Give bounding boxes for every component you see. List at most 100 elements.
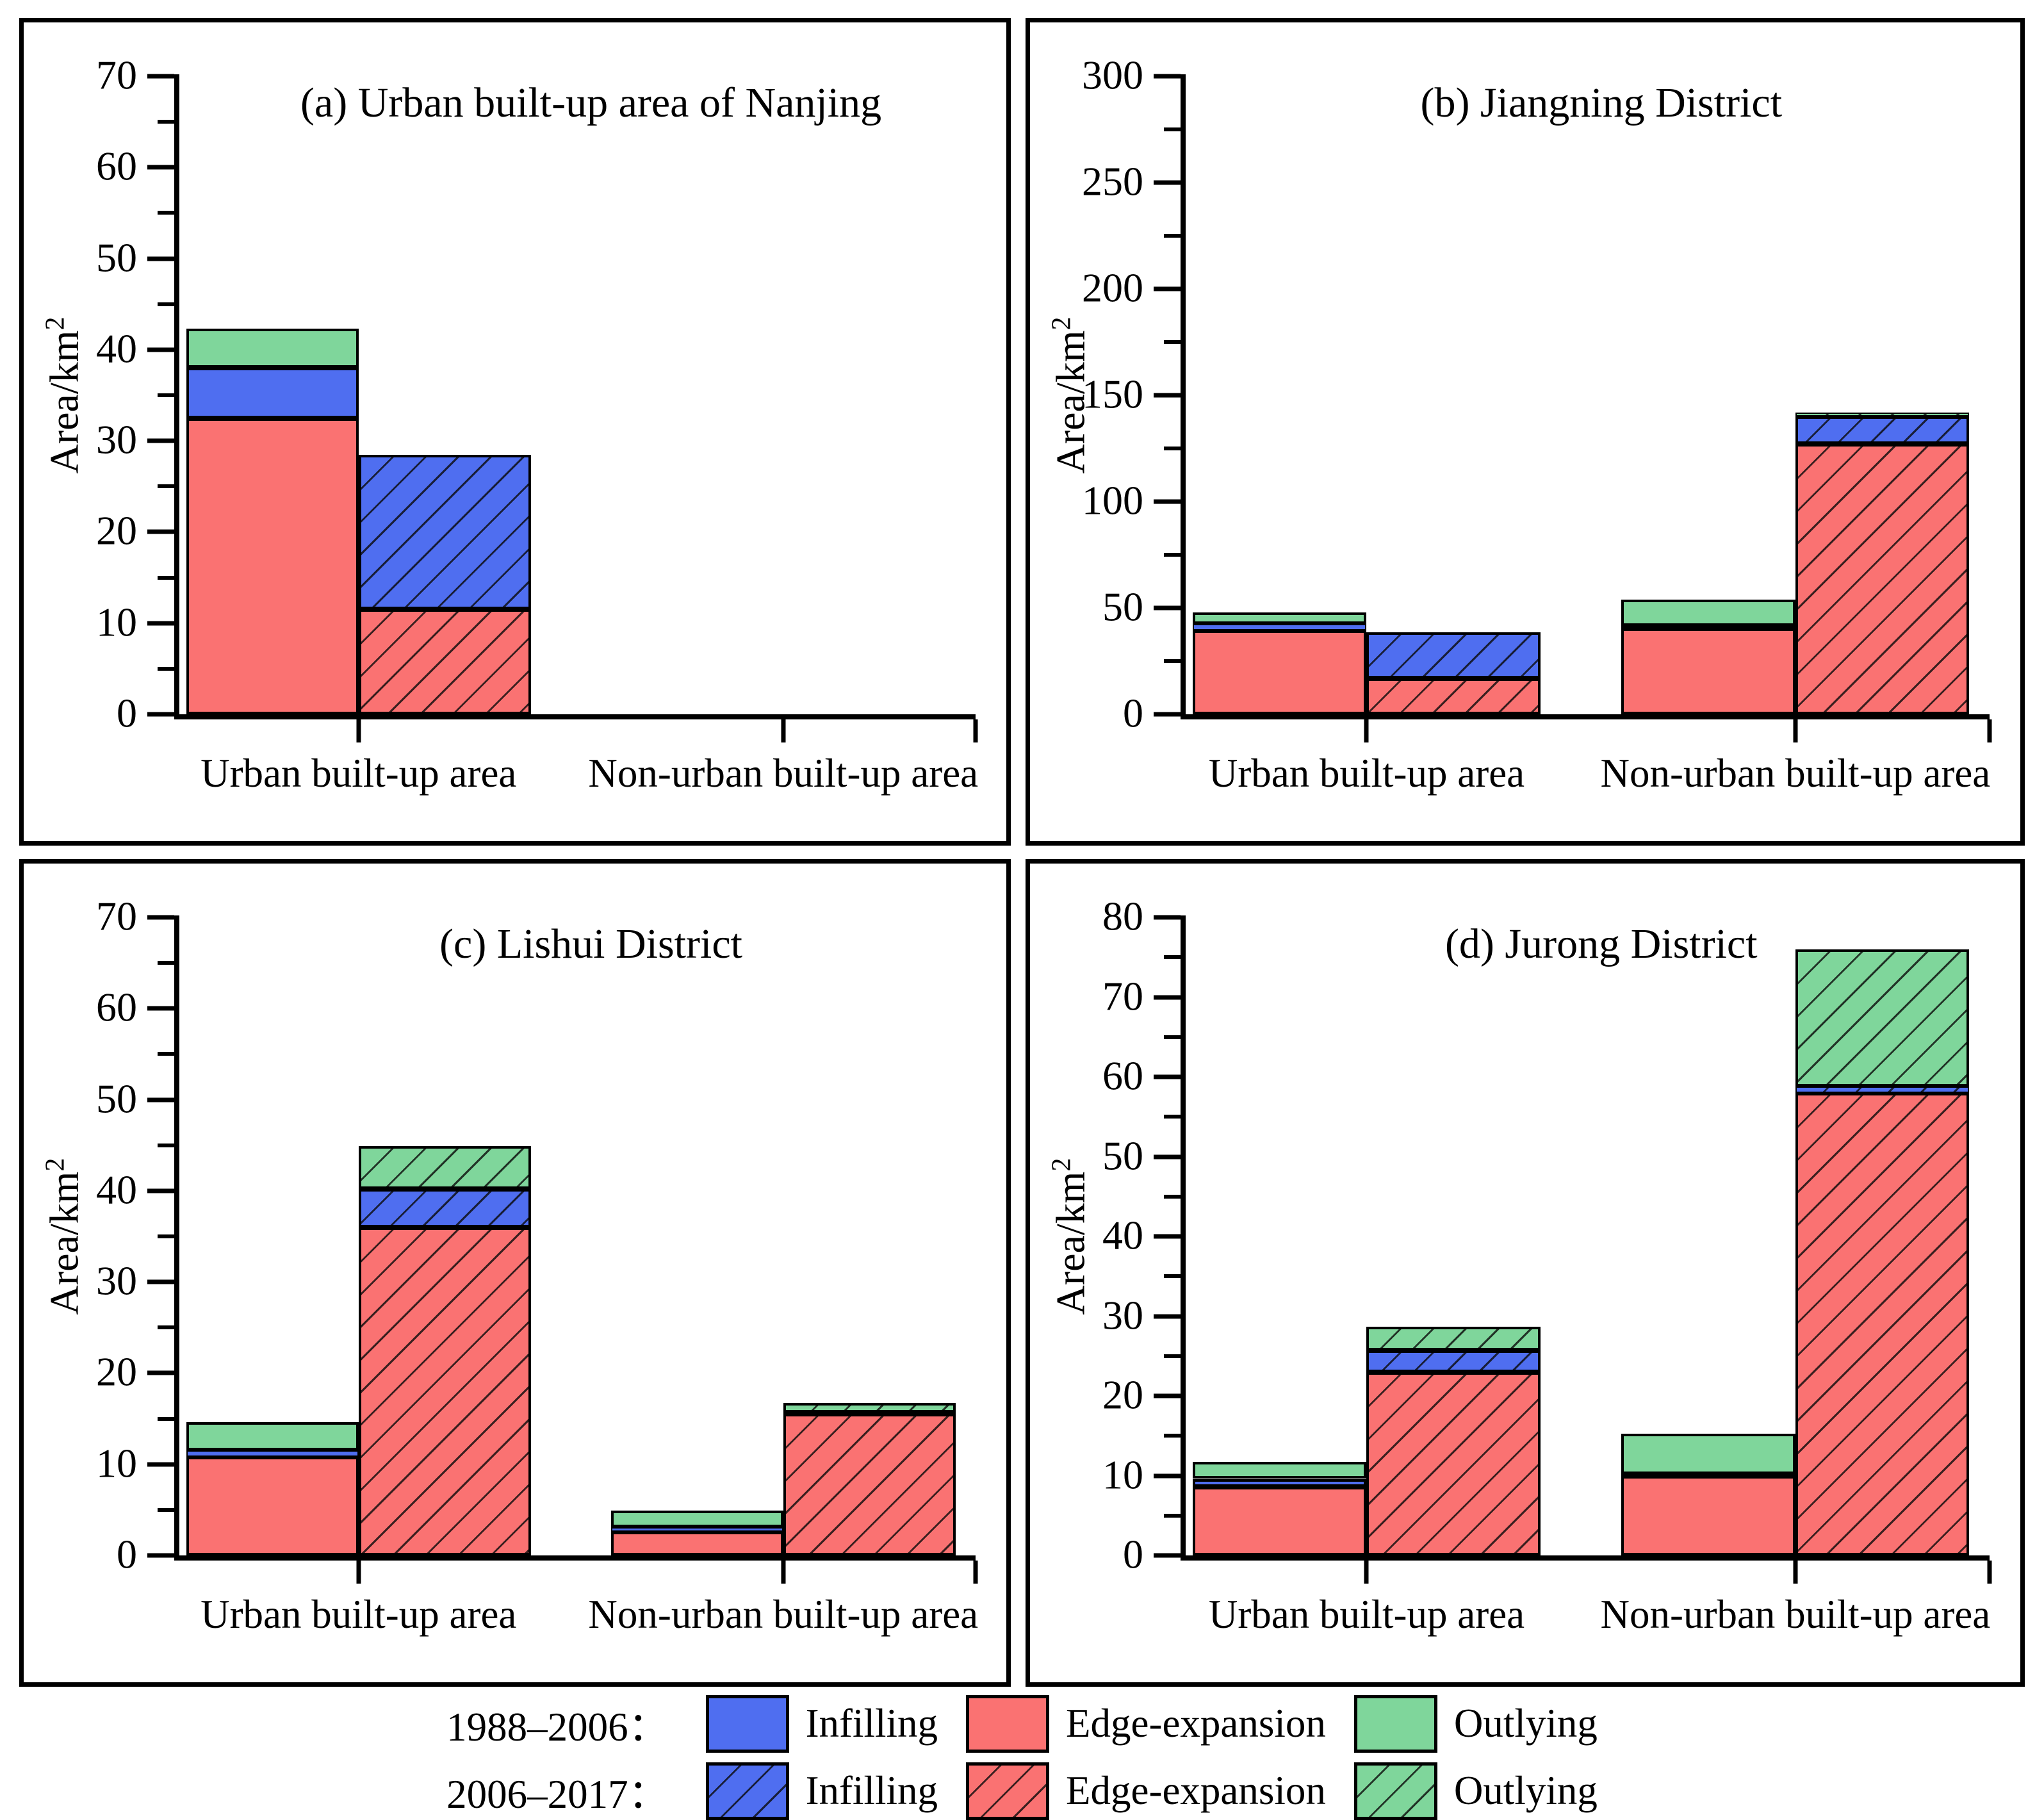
y-minor-tick	[158, 1234, 174, 1238]
y-tick-label: 0	[1123, 1531, 1143, 1577]
bar-segment-outlying-hatched	[783, 1403, 956, 1413]
y-tick-label: 70	[1102, 973, 1143, 1019]
y-tick-label: 20	[96, 508, 137, 554]
bar-segment-infilling-hatched	[1795, 416, 1970, 445]
legend-item-label: Outlying	[1453, 1768, 1598, 1813]
y-minor-tick	[1164, 447, 1181, 450]
y-major-tick	[1154, 1473, 1181, 1478]
y-tick-label: 300	[1082, 52, 1143, 98]
x-axis-tick	[1364, 719, 1369, 742]
y-major-tick	[147, 1370, 174, 1375]
bar-segment-infilling-solid	[186, 1450, 359, 1457]
y-major-tick	[147, 1553, 174, 1558]
bar-segment-infilling-solid	[186, 368, 359, 418]
y-major-tick	[1154, 1154, 1181, 1159]
y-major-tick	[147, 74, 174, 79]
y-minor-tick	[1164, 659, 1181, 663]
legend-row-1988-2006: 1988–2006： Infilling Edge-expansion Outl…	[446, 1694, 1598, 1753]
y-minor-tick	[1164, 127, 1181, 131]
y-tick-label: 0	[117, 1531, 137, 1577]
y-tick-label: 50	[96, 234, 137, 281]
y-major-tick	[147, 915, 174, 920]
bar-segment-infilling-hatched	[1795, 1086, 1970, 1093]
y-tick-label: 70	[96, 893, 137, 939]
y-minor-tick	[158, 1143, 174, 1147]
bar-segment-edge-expansion-hatched	[358, 609, 531, 714]
y-tick-label: 150	[1082, 371, 1143, 417]
bar-segment-outlying-solid	[186, 1422, 359, 1451]
y-tick-label: 60	[96, 985, 137, 1031]
legend-swatch-infilling-solid	[705, 1694, 789, 1753]
category-label: Non-urban built-up area	[1600, 751, 1991, 796]
legend-swatch-outlying-solid	[1353, 1694, 1437, 1753]
category-label: Urban built-up area	[200, 751, 517, 796]
bar-segment-outlying-solid	[1621, 1433, 1795, 1475]
category-label: Non-urban built-up area	[1600, 1592, 1991, 1637]
panel-title: (d) Jurong District	[1444, 921, 1758, 967]
plot-area: (c) Lishui District Area/km2 0 10 20 30 40 50…	[40, 896, 978, 1637]
bar-segment-outlying-hatched	[1795, 412, 1970, 417]
category-label: Urban built-up area	[1208, 751, 1525, 796]
y-major-tick	[1154, 712, 1181, 717]
y-major-tick	[147, 529, 174, 534]
y-tick-label: 10	[96, 1440, 137, 1486]
y-minor-tick	[158, 1325, 174, 1330]
panel-nanjing: (a) Urban built-up area of Nanjing Area/…	[19, 18, 1011, 846]
y-major-tick	[1154, 605, 1181, 611]
y-major-tick	[147, 1006, 174, 1011]
y-major-tick	[1154, 180, 1181, 185]
legend-swatch-infilling-hatched	[705, 1762, 789, 1820]
bar-segment-edge-expansion-hatched	[1366, 1372, 1541, 1555]
bar-segment-edge-expansion-solid	[186, 418, 359, 714]
bar-segment-outlying-solid	[610, 1511, 783, 1527]
plot-area: (a) Urban built-up area of Nanjing Area/…	[40, 54, 978, 796]
y-tick-label: 40	[96, 325, 137, 372]
y-major-tick	[1154, 1314, 1181, 1318]
y-minor-tick	[158, 484, 174, 489]
y-tick-label: 0	[1123, 690, 1143, 736]
y-minor-tick	[158, 211, 174, 215]
panel-lishui: (c) Lishui District Area/km2 0 10 20 30 40 50…	[19, 859, 1011, 1687]
y-minor-tick	[1164, 1035, 1181, 1039]
y-major-tick	[1154, 74, 1181, 79]
y-tick-label: 0	[117, 690, 137, 736]
plot-area: (d) Jurong District Area/km2 0 10 20 30 40 50…	[1047, 896, 1992, 1637]
y-major-tick	[147, 1188, 174, 1193]
y-major-tick	[1154, 1393, 1181, 1398]
y-axis-label: Area/km2	[1046, 1158, 1094, 1315]
y-major-tick	[1154, 1074, 1181, 1079]
y-tick-label: 100	[1082, 477, 1143, 523]
y-minor-tick	[1164, 1194, 1181, 1199]
legend-item-label: Infilling	[805, 1701, 938, 1746]
category-label: Urban built-up area	[200, 1592, 517, 1637]
y-axis-line	[174, 915, 179, 1561]
y-tick-label: 50	[1102, 584, 1143, 630]
bar-segment-edge-expansion-solid	[610, 1532, 783, 1555]
bar-segment-infilling-hatched	[1366, 1350, 1541, 1372]
y-minor-tick	[158, 1052, 174, 1056]
y-major-tick	[147, 1279, 174, 1284]
y-minor-tick	[1164, 234, 1181, 238]
y-major-tick	[1154, 286, 1181, 291]
y-minor-tick	[1164, 340, 1181, 344]
x-axis-line	[174, 714, 976, 719]
bar-segment-infilling-solid	[1192, 623, 1367, 630]
y-major-tick	[147, 165, 174, 170]
y-tick-label: 30	[1102, 1292, 1143, 1338]
legend-item-label: Edge-expansion	[1066, 1701, 1326, 1746]
legend: 1988–2006： Infilling Edge-expansion Outl…	[0, 1694, 2044, 1820]
bar-segment-infilling-hatched	[358, 454, 531, 610]
y-major-tick	[1154, 393, 1181, 398]
y-major-tick	[1154, 499, 1181, 504]
y-minor-tick	[158, 666, 174, 671]
bar-segment-edge-expansion-solid	[1192, 630, 1367, 714]
x-axis-line	[1181, 714, 1990, 719]
y-major-tick	[147, 438, 174, 443]
legend-period-label: 2006–2017：	[446, 1772, 669, 1817]
panel-title: (a) Urban built-up area of Nanjing	[300, 79, 882, 126]
y-major-tick	[147, 347, 174, 352]
plot-area: (b) Jiangning District Area/km2 0 50 100 15…	[1047, 54, 1992, 796]
legend-swatch-outlying-hatched	[1353, 1762, 1437, 1820]
y-minor-tick	[1164, 1513, 1181, 1518]
category-label: Urban built-up area	[1208, 1592, 1525, 1637]
